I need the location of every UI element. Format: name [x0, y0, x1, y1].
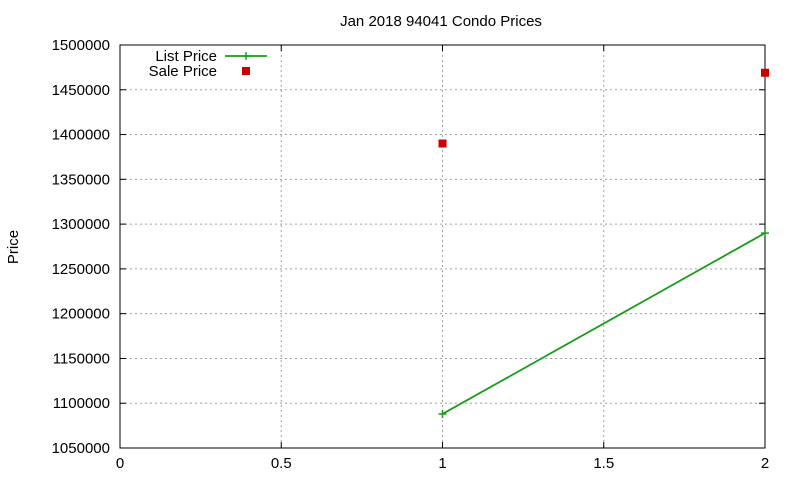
y-tick-label: 1350000 — [52, 171, 110, 188]
x-tick-label: 0.5 — [271, 455, 292, 472]
x-tick-label: 1.5 — [593, 455, 614, 472]
series-layer — [438, 68, 769, 418]
legend-square-marker — [242, 67, 250, 75]
plot-frame — [119, 44, 766, 449]
y-tick-label: 1100000 — [53, 395, 110, 412]
y-tick-label: 1400000 — [52, 127, 110, 144]
legend-plus-marker — [242, 52, 250, 60]
legend-label: List Price — [155, 48, 217, 65]
y-tick-label: 1200000 — [52, 306, 110, 323]
y-axis-label: Price — [5, 230, 22, 264]
y-tick-label: 1050000 — [52, 440, 110, 457]
list-price-point — [761, 229, 769, 238]
axis-ticks: 1050000 1100000 1150000 1200000 1250000 13000… — [52, 37, 770, 472]
sale-price-point — [438, 139, 447, 148]
list-price-point — [438, 409, 447, 418]
sale-price-point — [761, 68, 769, 77]
chart-title: Jan 2018 94041 Condo Prices — [340, 13, 542, 30]
y-tick-label: 1150000 — [53, 350, 110, 367]
y-tick-label: 1250000 — [52, 261, 110, 278]
y-tick-label: 1300000 — [52, 216, 110, 233]
y-tick-label: 1500000 — [52, 37, 110, 54]
grid — [120, 45, 765, 448]
x-tick-label: 2 — [761, 455, 769, 472]
legend-label: Sale Price — [149, 63, 217, 80]
list-price-line — [442, 232, 766, 415]
y-tick-label: 1450000 — [52, 82, 110, 99]
x-tick-label: 0 — [116, 455, 124, 472]
x-tick-label: 1 — [438, 455, 446, 472]
